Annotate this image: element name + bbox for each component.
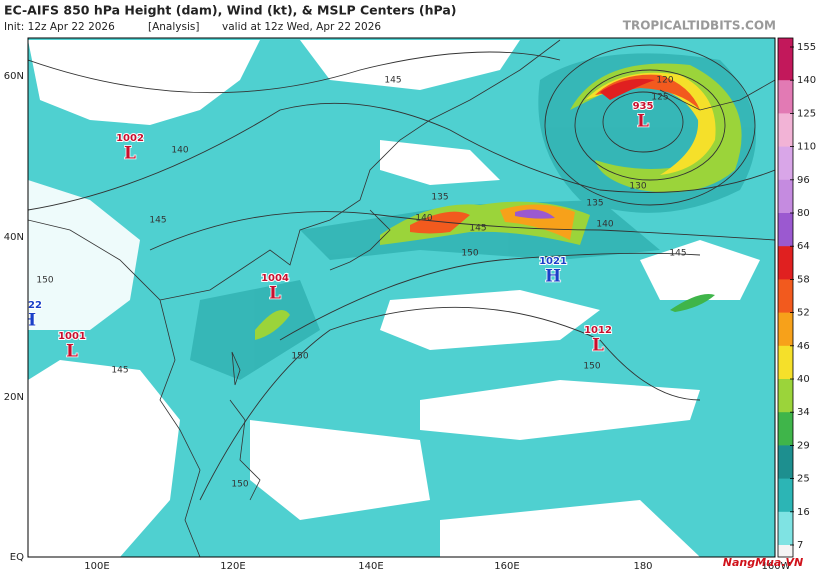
center-letter: L — [66, 342, 78, 362]
contour-label: 145 — [111, 366, 128, 376]
center-pressure: 935 — [633, 101, 654, 112]
colorbar-tick-label: 155 — [797, 42, 816, 53]
colorbar-cap — [778, 545, 793, 557]
height-contours — [28, 44, 775, 501]
contour-label: 125 — [651, 93, 668, 103]
contour-label: 145 — [384, 76, 401, 86]
colorbar-tick-label: 64 — [797, 241, 810, 252]
init-time: Init: 12z Apr 22 2026 — [4, 21, 115, 33]
contour-label: 140 — [596, 220, 613, 230]
colorbar-segment — [778, 511, 793, 546]
longitude-label: 160E — [494, 561, 519, 572]
colorbar-tick-label: 40 — [797, 374, 810, 385]
colorbar-segment — [778, 246, 793, 280]
colorbar-segment — [778, 80, 793, 114]
colorbar-cap — [778, 38, 793, 47]
contour-label: 145 — [149, 216, 166, 226]
colorbar-tick-label: 52 — [797, 308, 810, 319]
colorbar-frame — [777, 37, 794, 558]
contour-labels: 145 140 145 150 135 140 145 150 145 140 135 125 120 1… — [36, 76, 686, 490]
colorbar-segment — [778, 47, 793, 81]
center-letter: L — [124, 144, 136, 164]
colorbar-tick-label: 46 — [797, 341, 810, 352]
contour-label: 150 — [461, 249, 478, 259]
longitude-label: 100E — [84, 561, 109, 572]
colorbar-segment — [778, 345, 793, 380]
colorbar-tick-label: 58 — [797, 274, 810, 285]
latitude-label: 60N — [4, 71, 24, 82]
colorbar-tick-label: 25 — [797, 474, 810, 485]
colorbar-segment — [778, 213, 793, 247]
colorbar: 155 140 125 110 96 80 64 58 52 46 40 34 29 25 16 7 — [777, 37, 816, 558]
colorbar-tick-label: 110 — [797, 142, 816, 153]
map-title: EC-AIFS 850 hPa Height (dam), Wind (kt),… — [4, 3, 457, 18]
jet-streak — [255, 63, 742, 340]
center-pressure: 1002 — [116, 133, 144, 144]
calm-areas — [28, 40, 760, 557]
colorbar-segment — [778, 379, 793, 413]
center-letter: H — [545, 267, 561, 287]
contour-label: 140 — [415, 214, 432, 224]
center-pressure: 1004 — [261, 273, 289, 284]
graticule-labels: 60N 40N 20N EQ 100E 120E 140E 160E 180 160W — [4, 71, 791, 572]
colorbar-segment — [778, 445, 793, 480]
contour-label: 150 — [231, 480, 248, 490]
site-name: TROPICALTIDBITS.COM — [623, 19, 776, 33]
contour-label: 150 — [291, 352, 308, 362]
longitude-label: 180 — [633, 561, 652, 572]
colorbar-tick-label: 7 — [797, 540, 803, 551]
colorbar-segment — [778, 179, 793, 214]
contour-label: 150 — [583, 362, 600, 372]
contour-label: 140 — [171, 146, 188, 156]
contour-label: 135 — [431, 193, 448, 203]
center-letter: L — [637, 112, 649, 132]
colorbar-segment — [778, 146, 793, 181]
latitude-label: EQ — [10, 552, 24, 563]
colorbar-segment — [778, 279, 793, 314]
longitude-label: 120E — [220, 561, 245, 572]
colorbar-tick-label: 80 — [797, 208, 810, 219]
colorbar-segment — [778, 312, 793, 347]
contour-label: 150 — [36, 276, 53, 286]
longitude-label: 140E — [358, 561, 383, 572]
center-letter: L — [592, 336, 604, 356]
contour-label: 145 — [469, 224, 486, 234]
center-letter: L — [269, 284, 281, 304]
colorbar-tick-label: 16 — [797, 507, 810, 518]
map-field: 145 140 145 150 135 140 145 150 145 140 135 125 120 1… — [14, 38, 775, 557]
center-letter: H — [20, 311, 36, 331]
map-frame — [27, 37, 776, 558]
watermark: NangMua.VN — [723, 556, 803, 569]
contour-label: 120 — [656, 76, 673, 86]
colorbar-tick-label: 96 — [797, 175, 810, 186]
center-pressure: 1021 — [539, 256, 567, 267]
contour-label: 130 — [629, 182, 646, 192]
colorbar-segment — [778, 113, 793, 148]
colorbar-segment — [778, 478, 793, 513]
colorbar-tick-label: 34 — [797, 407, 810, 418]
contour-label: 145 — [669, 249, 686, 259]
colorbar-tick-label: 29 — [797, 440, 810, 451]
contour-label: 135 — [586, 199, 603, 209]
center-pressure: 1022 — [14, 300, 42, 311]
analysis-tag: [Analysis] — [148, 21, 199, 33]
colorbar-segment — [778, 412, 793, 446]
center-pressure: 1001 — [58, 331, 86, 342]
valid-time: valid at 12z Wed, Apr 22 2026 — [222, 21, 381, 33]
latitude-label: 20N — [4, 392, 24, 403]
colorbar-tick-label: 125 — [797, 108, 816, 119]
longitude-label: 160W — [762, 561, 791, 572]
latitude-label: 40N — [4, 232, 24, 243]
colorbar-tick-label: 140 — [797, 75, 816, 86]
center-pressure: 1012 — [584, 325, 612, 336]
